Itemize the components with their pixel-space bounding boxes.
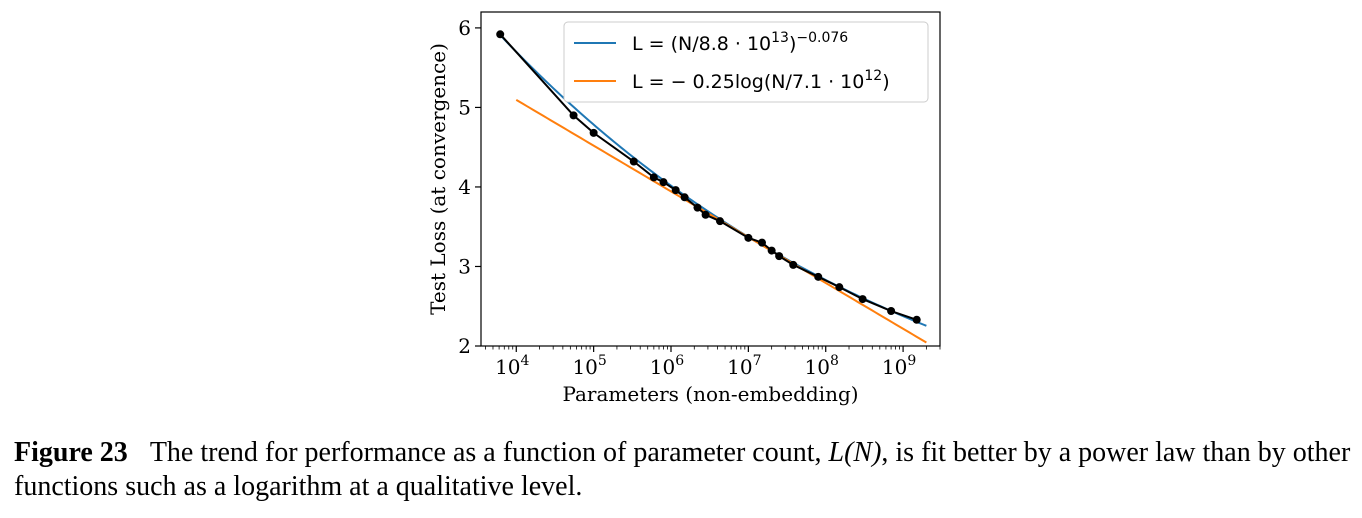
data-point <box>716 217 725 226</box>
x-tick-label: 105 <box>572 353 606 379</box>
y-axis-label: Test Loss (at convergence) <box>426 43 450 315</box>
x-tick-label: 107 <box>727 353 761 379</box>
x-tick-label: 106 <box>650 353 684 379</box>
data-point <box>757 238 766 247</box>
legend: L = (N/8.8 · 1013)−0.076 L = − 0.25log(N/… <box>563 21 929 103</box>
legend-entry-label: L = (N/8.8 · 1013)−0.076 <box>632 30 848 55</box>
data-point <box>744 233 753 242</box>
x-tick-label: 104 <box>495 353 529 379</box>
data-point <box>629 157 638 166</box>
data-point <box>701 210 710 219</box>
x-tick-label: 108 <box>805 353 839 379</box>
legend-entry-label: L = − 0.25log(N/7.1 · 1012) <box>632 68 890 93</box>
x-axis-label: Parameters (non-embedding) <box>562 382 858 406</box>
data-point <box>912 315 921 324</box>
data-point <box>767 246 776 255</box>
data-point <box>649 173 658 182</box>
chart: 2 3 4 5 6 104 105 106 107 108 109 Parameters (non-… <box>426 11 941 406</box>
data-point <box>887 307 896 316</box>
figure-label: Figure 23 <box>14 437 128 468</box>
data-point <box>569 111 578 120</box>
data-point <box>496 30 505 39</box>
legend-box <box>563 21 929 103</box>
data-point <box>671 186 680 195</box>
data-point <box>814 272 823 281</box>
data-point <box>589 128 598 137</box>
data-point <box>858 295 867 304</box>
caption-text-before: The trend for performance as a function … <box>149 437 829 468</box>
y-tick-label: 2 <box>458 334 471 358</box>
data-point <box>775 252 784 261</box>
y-tick-label: 3 <box>458 254 471 278</box>
data-point <box>680 193 689 202</box>
data-point <box>835 283 844 292</box>
data-point <box>659 178 668 187</box>
data-point <box>789 260 798 269</box>
y-tick-label: 6 <box>458 16 471 40</box>
caption-math: L(N) <box>828 437 882 468</box>
x-tick-label: 109 <box>882 353 916 379</box>
figure-caption: Figure 23 The trend for performance as a … <box>14 436 1354 504</box>
data-point <box>693 203 702 212</box>
caption-text-after: , is fit better by a power law than by o… <box>14 437 1351 502</box>
y-tick-label: 5 <box>458 95 471 119</box>
y-tick-label: 4 <box>458 175 471 199</box>
plot-frame <box>480 11 941 347</box>
